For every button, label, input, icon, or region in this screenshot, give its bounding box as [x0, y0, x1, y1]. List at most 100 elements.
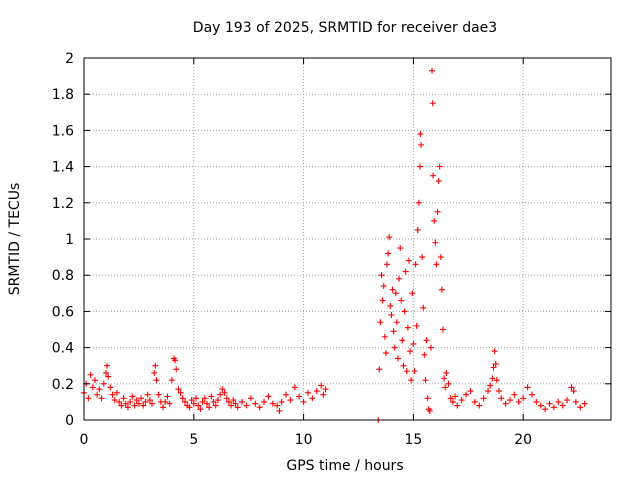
data-point: [138, 395, 145, 402]
data-point: [443, 369, 450, 376]
data-point: [388, 312, 395, 319]
data-point: [410, 340, 417, 347]
data-point: [433, 261, 440, 268]
data-point: [515, 398, 522, 405]
data-point: [537, 402, 544, 409]
data-point: [408, 377, 415, 384]
data-point: [107, 384, 114, 391]
data-point: [382, 350, 389, 357]
data-point: [247, 395, 254, 402]
data-point: [376, 366, 383, 373]
data-point: [197, 406, 204, 413]
x-tick-label: 15: [404, 432, 422, 448]
data-point: [431, 217, 438, 224]
data-point: [445, 380, 452, 387]
x-tick-label: 20: [514, 432, 532, 448]
data-point: [300, 398, 307, 405]
data-point: [124, 404, 131, 411]
data-point: [269, 400, 276, 407]
data-point: [429, 67, 436, 74]
data-point: [190, 400, 197, 407]
data-point: [429, 100, 436, 107]
data-points: [81, 67, 588, 423]
data-point: [116, 398, 123, 405]
data-point: [164, 393, 171, 400]
data-point: [151, 369, 158, 376]
data-point: [490, 364, 497, 371]
data-point: [152, 362, 159, 369]
data-point: [437, 254, 444, 261]
y-tick-label: 0.2: [52, 377, 74, 393]
data-point: [403, 368, 410, 375]
data-point: [389, 286, 396, 293]
data-point: [225, 398, 232, 405]
data-point: [239, 398, 246, 405]
data-point: [142, 398, 149, 405]
data-point: [186, 404, 193, 411]
data-point: [511, 391, 518, 398]
data-point: [118, 402, 125, 409]
data-point: [91, 377, 98, 384]
data-point: [278, 398, 285, 405]
y-tick-label: 1.6: [52, 123, 74, 139]
data-point: [256, 404, 263, 411]
y-tick-label: 0.6: [52, 304, 74, 320]
data-point: [261, 398, 268, 405]
data-point: [476, 402, 483, 409]
data-point: [144, 391, 151, 398]
data-point: [401, 308, 408, 315]
data-point: [398, 297, 405, 304]
data-point: [496, 388, 503, 395]
data-point: [458, 397, 465, 404]
data-point: [424, 395, 431, 402]
data-point: [377, 319, 384, 326]
data-point: [172, 357, 179, 364]
data-point: [414, 226, 421, 233]
data-point: [555, 398, 562, 405]
data-point: [417, 131, 424, 138]
data-point: [318, 382, 325, 389]
data-point: [390, 328, 397, 335]
data-point: [402, 268, 409, 275]
data-point: [467, 388, 474, 395]
y-tick-label: 1.8: [52, 87, 74, 103]
data-point: [188, 397, 195, 404]
data-point: [129, 393, 136, 400]
data-point: [201, 395, 208, 402]
y-tick-label: 1.2: [52, 196, 74, 212]
data-point: [449, 398, 456, 405]
data-point: [206, 404, 213, 411]
data-point: [546, 400, 553, 407]
chart-title: Day 193 of 2025, SRMTID for receiver dae…: [193, 20, 497, 36]
data-point: [265, 393, 272, 400]
data-point: [283, 391, 290, 398]
data-point: [122, 400, 129, 407]
data-point: [409, 290, 416, 297]
data-point: [430, 172, 437, 179]
data-point: [438, 286, 445, 293]
data-point: [160, 404, 167, 411]
data-point: [581, 400, 588, 407]
data-point: [320, 391, 327, 398]
data-point: [432, 239, 439, 246]
data-point: [378, 272, 385, 279]
data-point: [487, 382, 494, 389]
data-point: [219, 386, 226, 393]
data-point: [506, 397, 513, 404]
data-point: [192, 395, 199, 402]
data-point: [426, 407, 433, 414]
data-point: [454, 402, 461, 409]
y-tick-label: 1.4: [52, 160, 74, 176]
data-point: [379, 297, 386, 304]
data-point: [404, 324, 411, 331]
grid-layer: [84, 58, 611, 420]
data-point: [420, 304, 427, 311]
y-tick-label: 2: [65, 51, 74, 67]
data-point: [96, 386, 103, 393]
data-point: [234, 404, 241, 411]
data-point: [416, 163, 423, 170]
x-tick-label: 5: [189, 432, 198, 448]
data-point: [491, 348, 498, 355]
data-point: [166, 400, 173, 407]
